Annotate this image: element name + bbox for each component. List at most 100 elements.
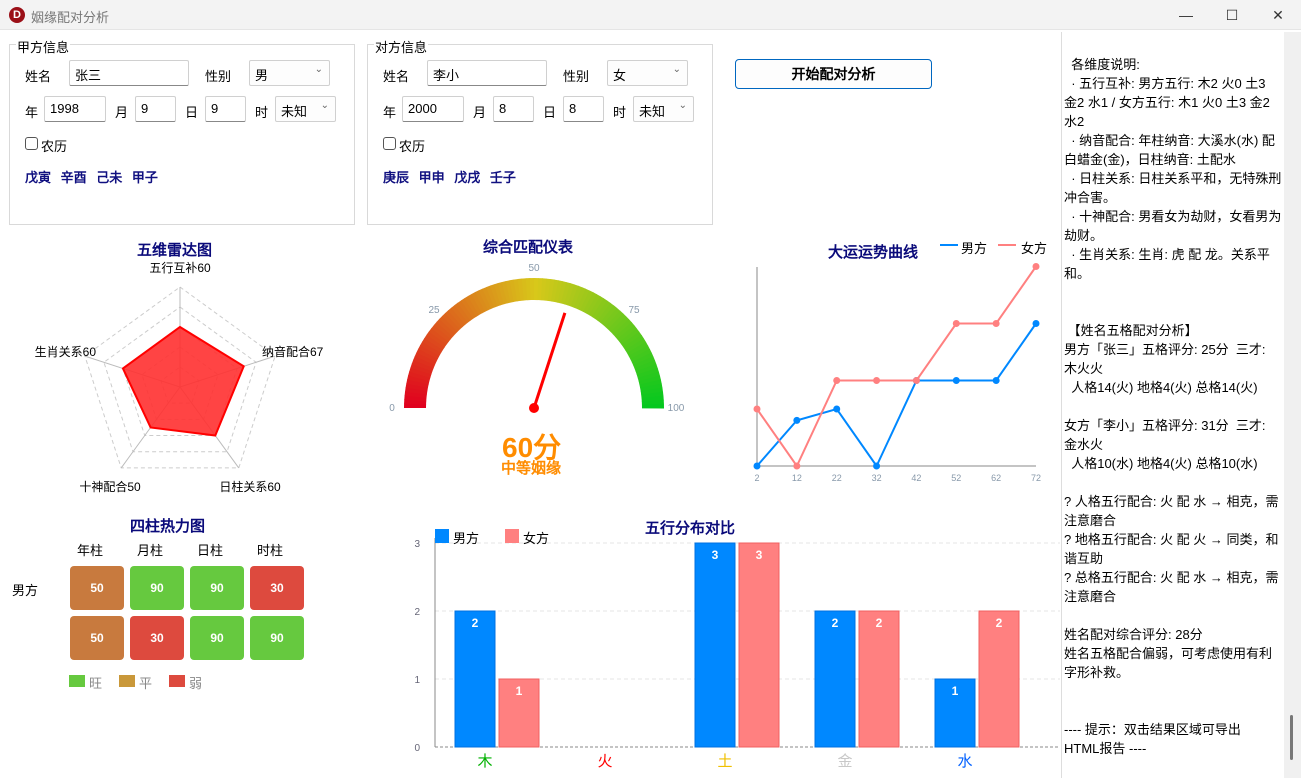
gauge-segment [489, 284, 502, 307]
party_a-year-input[interactable]: 1998 [44, 96, 106, 122]
gauge-title: 综合匹配仪表 [483, 239, 574, 256]
gauge-segment [405, 387, 428, 395]
bar-value-label: 2 [832, 616, 839, 630]
bar-legend-swatch [435, 529, 449, 543]
gauge-segment [424, 334, 445, 351]
chevron-down-icon: ⌄ [678, 100, 687, 111]
hour-value: 未知 [281, 104, 308, 119]
maximize-button[interactable]: ☐ [1225, 7, 1239, 23]
party_b-name-input[interactable]: 李小 [427, 60, 547, 86]
heatmap-row-label: 男方 [12, 583, 39, 598]
result-text-area[interactable]: 各维度说明: · 五行互补: 男方五行: 木2 火0 土3 金2 水1 / 女方五… [1061, 32, 1285, 778]
radar-chart: 五行互补60 纳音配合67 日柱关系60 十神配合50 生肖关系60 [35, 261, 324, 494]
party_b-month-input[interactable]: 8 [493, 96, 534, 122]
gauge-segment [474, 290, 489, 312]
lunar-label: 农历 [399, 139, 426, 154]
gauge-segment [405, 383, 428, 392]
gauge-segment [509, 279, 518, 302]
result-line: · 生肖关系: 生肖: 虎 配 龙。关系平 [1064, 247, 1270, 262]
bar-value-label: 1 [952, 684, 959, 698]
result-line [1064, 302, 1285, 321]
party_b-hour-select[interactable]: 未知 ⌄ [633, 96, 694, 122]
gender-label: 性别 [205, 69, 232, 84]
bar-legend-male: 男方 [453, 531, 480, 546]
x-category-label: 火 [597, 753, 612, 770]
result-line: 谐互助 [1064, 551, 1104, 566]
gauge-segment [408, 371, 431, 382]
gauge-segment [579, 290, 594, 312]
gender-value: 女 [613, 68, 627, 83]
gauge-segment [478, 288, 492, 311]
gauge-segment [623, 334, 645, 351]
result-line: 注意磨合 [1064, 513, 1117, 528]
gauge-segment [426, 331, 447, 348]
result-line [1064, 473, 1285, 492]
party_a-hour-select[interactable]: 未知 ⌄ [275, 96, 336, 122]
gauge-segment [617, 325, 638, 343]
hour-value: 未知 [639, 104, 666, 119]
result-line [1064, 682, 1285, 701]
line-point [1032, 320, 1040, 327]
x-tick-label: 12 [792, 473, 802, 483]
gauge-segment [600, 305, 618, 326]
result-line: ? 总格五行配合: 火 配 水 → 相克，需 [1064, 570, 1279, 585]
x-category-label: 木 [477, 753, 492, 770]
gauge-segment [573, 287, 587, 310]
line-point [753, 462, 761, 470]
heatmap-cell: 30 [130, 616, 184, 660]
gauge-segment [513, 278, 521, 302]
party_b-gender-select[interactable]: 女 ⌄ [607, 60, 688, 86]
result-line: · 纳音配合: 年柱纳音: 大溪水(水) 配 [1064, 133, 1275, 148]
gauge-segment [550, 279, 559, 302]
radar-axis-label: 生肖关系60 [35, 345, 97, 359]
bar [978, 610, 1020, 748]
party_b-lunar-checkbox[interactable] [383, 137, 396, 150]
y-tick-label: 1 [414, 675, 420, 686]
party_a-gender-select[interactable]: 男 ⌄ [249, 60, 330, 86]
heatmap-cell: 90 [190, 566, 244, 610]
line-point [873, 462, 881, 470]
x-tick-label: 2 [754, 473, 759, 483]
gauge-segment [467, 293, 483, 316]
gauge-segment [564, 283, 575, 306]
gauge-segment [460, 297, 477, 319]
gauge-segment [529, 278, 535, 301]
party_a-lunar-checkbox[interactable] [25, 137, 38, 150]
party_a-name-input[interactable]: 张三 [69, 60, 189, 86]
result-line: 木火火 [1064, 361, 1104, 376]
party_a-month-input[interactable]: 9 [135, 96, 176, 122]
gauge-segment [544, 278, 551, 301]
radar-axis-label: 十神配合50 [79, 479, 141, 494]
line-point [912, 377, 920, 384]
gauge-segment [560, 282, 571, 305]
scrollbar-thumb[interactable] [1290, 715, 1293, 760]
gauge-segment [501, 281, 511, 304]
gauge-segment [628, 345, 651, 360]
party_b-day-input[interactable]: 8 [563, 96, 604, 122]
gauge-segment [630, 348, 652, 363]
day-label: 日 [185, 105, 199, 120]
gauge-segment [641, 403, 664, 409]
heatmap-legend-label: 弱 [189, 676, 203, 691]
gauge-segment [612, 319, 632, 337]
start-analysis-button[interactable]: 开始配对分析 [735, 59, 932, 89]
heatmap-cell: 90 [130, 566, 184, 610]
gauge-score: 60分 [502, 432, 562, 463]
radar-axis-label: 纳音配合67 [262, 344, 324, 359]
result-line: 劫财。 [1064, 228, 1104, 243]
scrollbar[interactable] [1284, 32, 1301, 778]
party_b-year-input[interactable]: 2000 [402, 96, 464, 122]
gauge-segment [404, 395, 427, 402]
result-line: ? 地格五行配合: 火 配 火 → 同类，和 [1064, 532, 1279, 547]
close-button[interactable]: ✕ [1272, 7, 1284, 23]
party_a-day-input[interactable]: 9 [205, 96, 246, 122]
hour-label: 时 [255, 105, 269, 120]
heatmap-column-label: 时柱 [257, 543, 284, 558]
y-tick-label: 0 [414, 743, 420, 754]
minimize-button[interactable]: — [1179, 7, 1193, 23]
chevron-down-icon: ⌄ [320, 100, 329, 111]
gauge-tick-label: 0 [389, 403, 395, 414]
gauge-segment [439, 315, 458, 335]
gauge-segment [422, 337, 444, 354]
gauge-segment [420, 341, 442, 356]
